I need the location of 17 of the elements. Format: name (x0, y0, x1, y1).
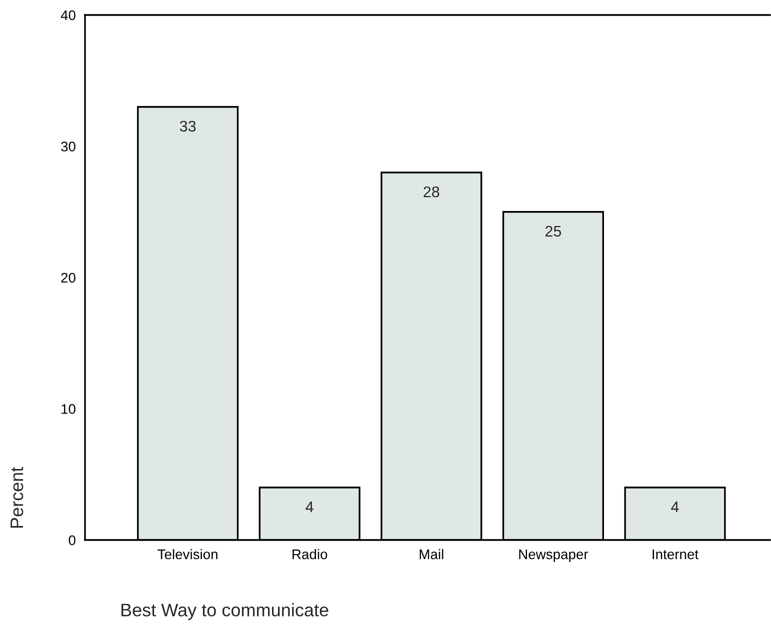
y-axis-title: Percent (10, 467, 24, 528)
x-tick-label: Radio (292, 549, 328, 560)
data-label: 33 (180, 120, 196, 132)
data-label: 4 (306, 502, 314, 512)
x-tick-label: Internet (652, 550, 698, 560)
data-label: 4 (671, 502, 679, 512)
y-tick-label: 10 (62, 404, 76, 414)
data-label: 25 (545, 226, 562, 237)
y-tick-label: 20 (61, 272, 76, 283)
y-tick-label: 0 (68, 535, 76, 546)
data-label: 28 (424, 186, 440, 198)
x-tick-label: Television (158, 549, 218, 560)
y-tick-label: 40 (60, 10, 76, 20)
x-tick-label: Newspaper (519, 550, 588, 562)
y-tick-label: 30 (61, 142, 76, 152)
x-tick-label: Mail (420, 549, 444, 560)
x-axis-title: Best Way to communicate (121, 603, 328, 620)
